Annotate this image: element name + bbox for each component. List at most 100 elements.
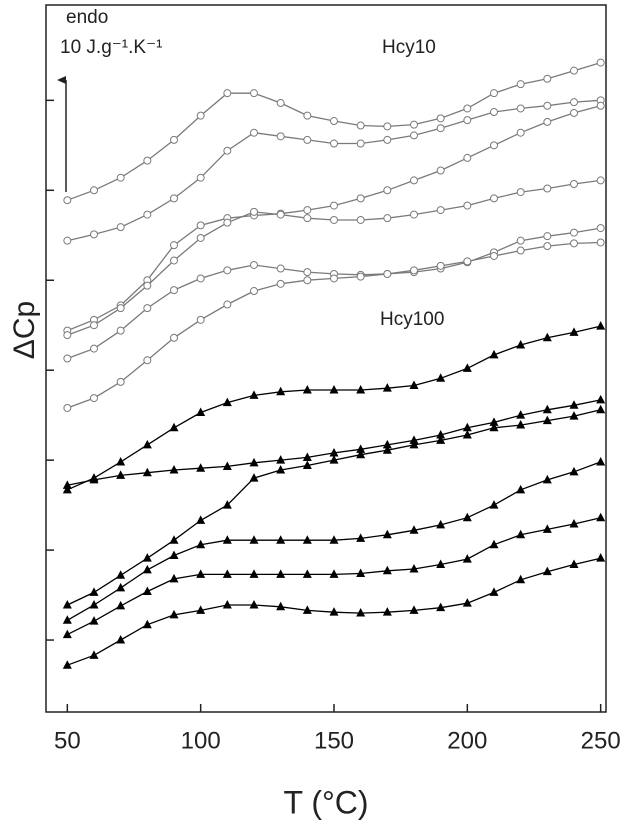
triangle-marker bbox=[169, 609, 179, 619]
circle-marker bbox=[436, 206, 445, 215]
circle-marker bbox=[250, 89, 258, 98]
triangle-marker bbox=[142, 439, 152, 449]
circle-marker bbox=[196, 274, 205, 283]
circle-marker bbox=[196, 173, 205, 182]
triangle-marker bbox=[516, 529, 526, 539]
triangle-marker bbox=[462, 554, 472, 563]
circle-marker bbox=[596, 224, 605, 233]
triangle-marker bbox=[89, 599, 99, 609]
circle-marker bbox=[543, 101, 552, 110]
triangle-marker bbox=[302, 569, 312, 578]
circle-marker bbox=[436, 114, 445, 123]
triangle-marker bbox=[489, 417, 499, 426]
triangle-marker bbox=[89, 587, 99, 596]
triangle-marker bbox=[542, 474, 552, 484]
triangle-marker bbox=[329, 384, 339, 394]
circle-marker bbox=[116, 173, 125, 182]
circle-marker bbox=[63, 331, 72, 340]
circle-marker bbox=[170, 286, 178, 295]
triangle-marker bbox=[169, 573, 179, 583]
triangle-marker bbox=[356, 449, 366, 459]
triangle-marker bbox=[116, 635, 126, 644]
circle-marker bbox=[543, 117, 552, 126]
circle-marker bbox=[596, 101, 605, 110]
circle-marker bbox=[63, 196, 72, 205]
triangle-marker bbox=[169, 465, 179, 474]
circle-marker bbox=[356, 272, 365, 281]
triangle-marker bbox=[542, 332, 552, 342]
annotation: Hcy10 bbox=[382, 37, 436, 58]
triangle-marker bbox=[196, 605, 206, 614]
circle-marker bbox=[436, 261, 445, 270]
triangle-marker bbox=[569, 411, 579, 420]
circle-marker bbox=[356, 194, 365, 203]
circle-marker bbox=[116, 304, 125, 313]
circle-marker bbox=[303, 268, 312, 277]
triangle-marker bbox=[302, 460, 312, 470]
circle-marker bbox=[383, 214, 392, 223]
triangle-marker bbox=[249, 390, 259, 399]
triangle-marker bbox=[382, 445, 392, 454]
circle-marker bbox=[570, 239, 578, 248]
circle-marker bbox=[170, 333, 178, 342]
triangle-marker bbox=[382, 607, 392, 616]
triangle-marker bbox=[329, 447, 339, 457]
circle-marker bbox=[383, 135, 392, 144]
triangle-marker bbox=[462, 598, 472, 607]
circle-marker bbox=[543, 74, 552, 83]
circle-marker bbox=[276, 132, 285, 141]
x-tick-label: 200 bbox=[447, 727, 487, 754]
triangle-marker bbox=[462, 363, 472, 372]
triangle-marker bbox=[302, 452, 312, 461]
circle-marker bbox=[276, 264, 285, 273]
triangle-marker bbox=[276, 535, 286, 544]
circle-marker bbox=[90, 186, 98, 195]
circle-marker bbox=[383, 122, 392, 131]
circle-marker bbox=[63, 236, 72, 245]
circle-marker bbox=[463, 116, 472, 125]
circle-marker bbox=[330, 117, 338, 126]
triangle-marker bbox=[222, 535, 232, 544]
plot-frame bbox=[45, 4, 607, 713]
triangle-marker bbox=[62, 480, 72, 489]
triangle-marker bbox=[249, 569, 259, 578]
triangle-marker bbox=[436, 435, 446, 444]
triangle-marker bbox=[302, 605, 312, 614]
circle-marker bbox=[356, 121, 365, 130]
circle-marker bbox=[303, 276, 312, 285]
circle-marker bbox=[223, 89, 232, 98]
circle-marker bbox=[356, 215, 365, 224]
circle-marker bbox=[276, 210, 285, 219]
circle-marker bbox=[436, 124, 445, 133]
circle-marker bbox=[356, 139, 365, 148]
circle-marker bbox=[170, 241, 178, 250]
triangle-marker bbox=[196, 539, 206, 549]
triangle-marker bbox=[62, 484, 72, 494]
triangle-marker bbox=[142, 553, 152, 562]
circle-marker bbox=[516, 236, 525, 245]
circle-marker bbox=[410, 210, 418, 219]
circle-marker bbox=[410, 266, 418, 275]
circle-marker bbox=[570, 108, 578, 117]
triangle-marker bbox=[542, 415, 552, 425]
triangle-marker bbox=[169, 550, 179, 559]
circle-marker bbox=[170, 135, 178, 144]
triangle-marker bbox=[142, 467, 152, 477]
circle-marker bbox=[570, 179, 578, 188]
circle-marker bbox=[463, 104, 472, 113]
circle-marker bbox=[250, 207, 258, 216]
triangle-marker bbox=[542, 566, 552, 576]
circle-marker bbox=[516, 188, 525, 197]
triangle-marker bbox=[596, 321, 606, 330]
circle-marker bbox=[596, 176, 605, 185]
triangle-marker bbox=[489, 500, 499, 509]
triangle-marker bbox=[409, 605, 419, 614]
circle-marker bbox=[410, 120, 418, 129]
triangle-marker bbox=[542, 524, 552, 533]
x-tick-label: 250 bbox=[581, 727, 621, 754]
triangle-marker bbox=[116, 456, 126, 466]
circle-marker bbox=[570, 228, 578, 237]
circle-marker bbox=[543, 232, 552, 241]
circle-marker bbox=[143, 210, 152, 219]
